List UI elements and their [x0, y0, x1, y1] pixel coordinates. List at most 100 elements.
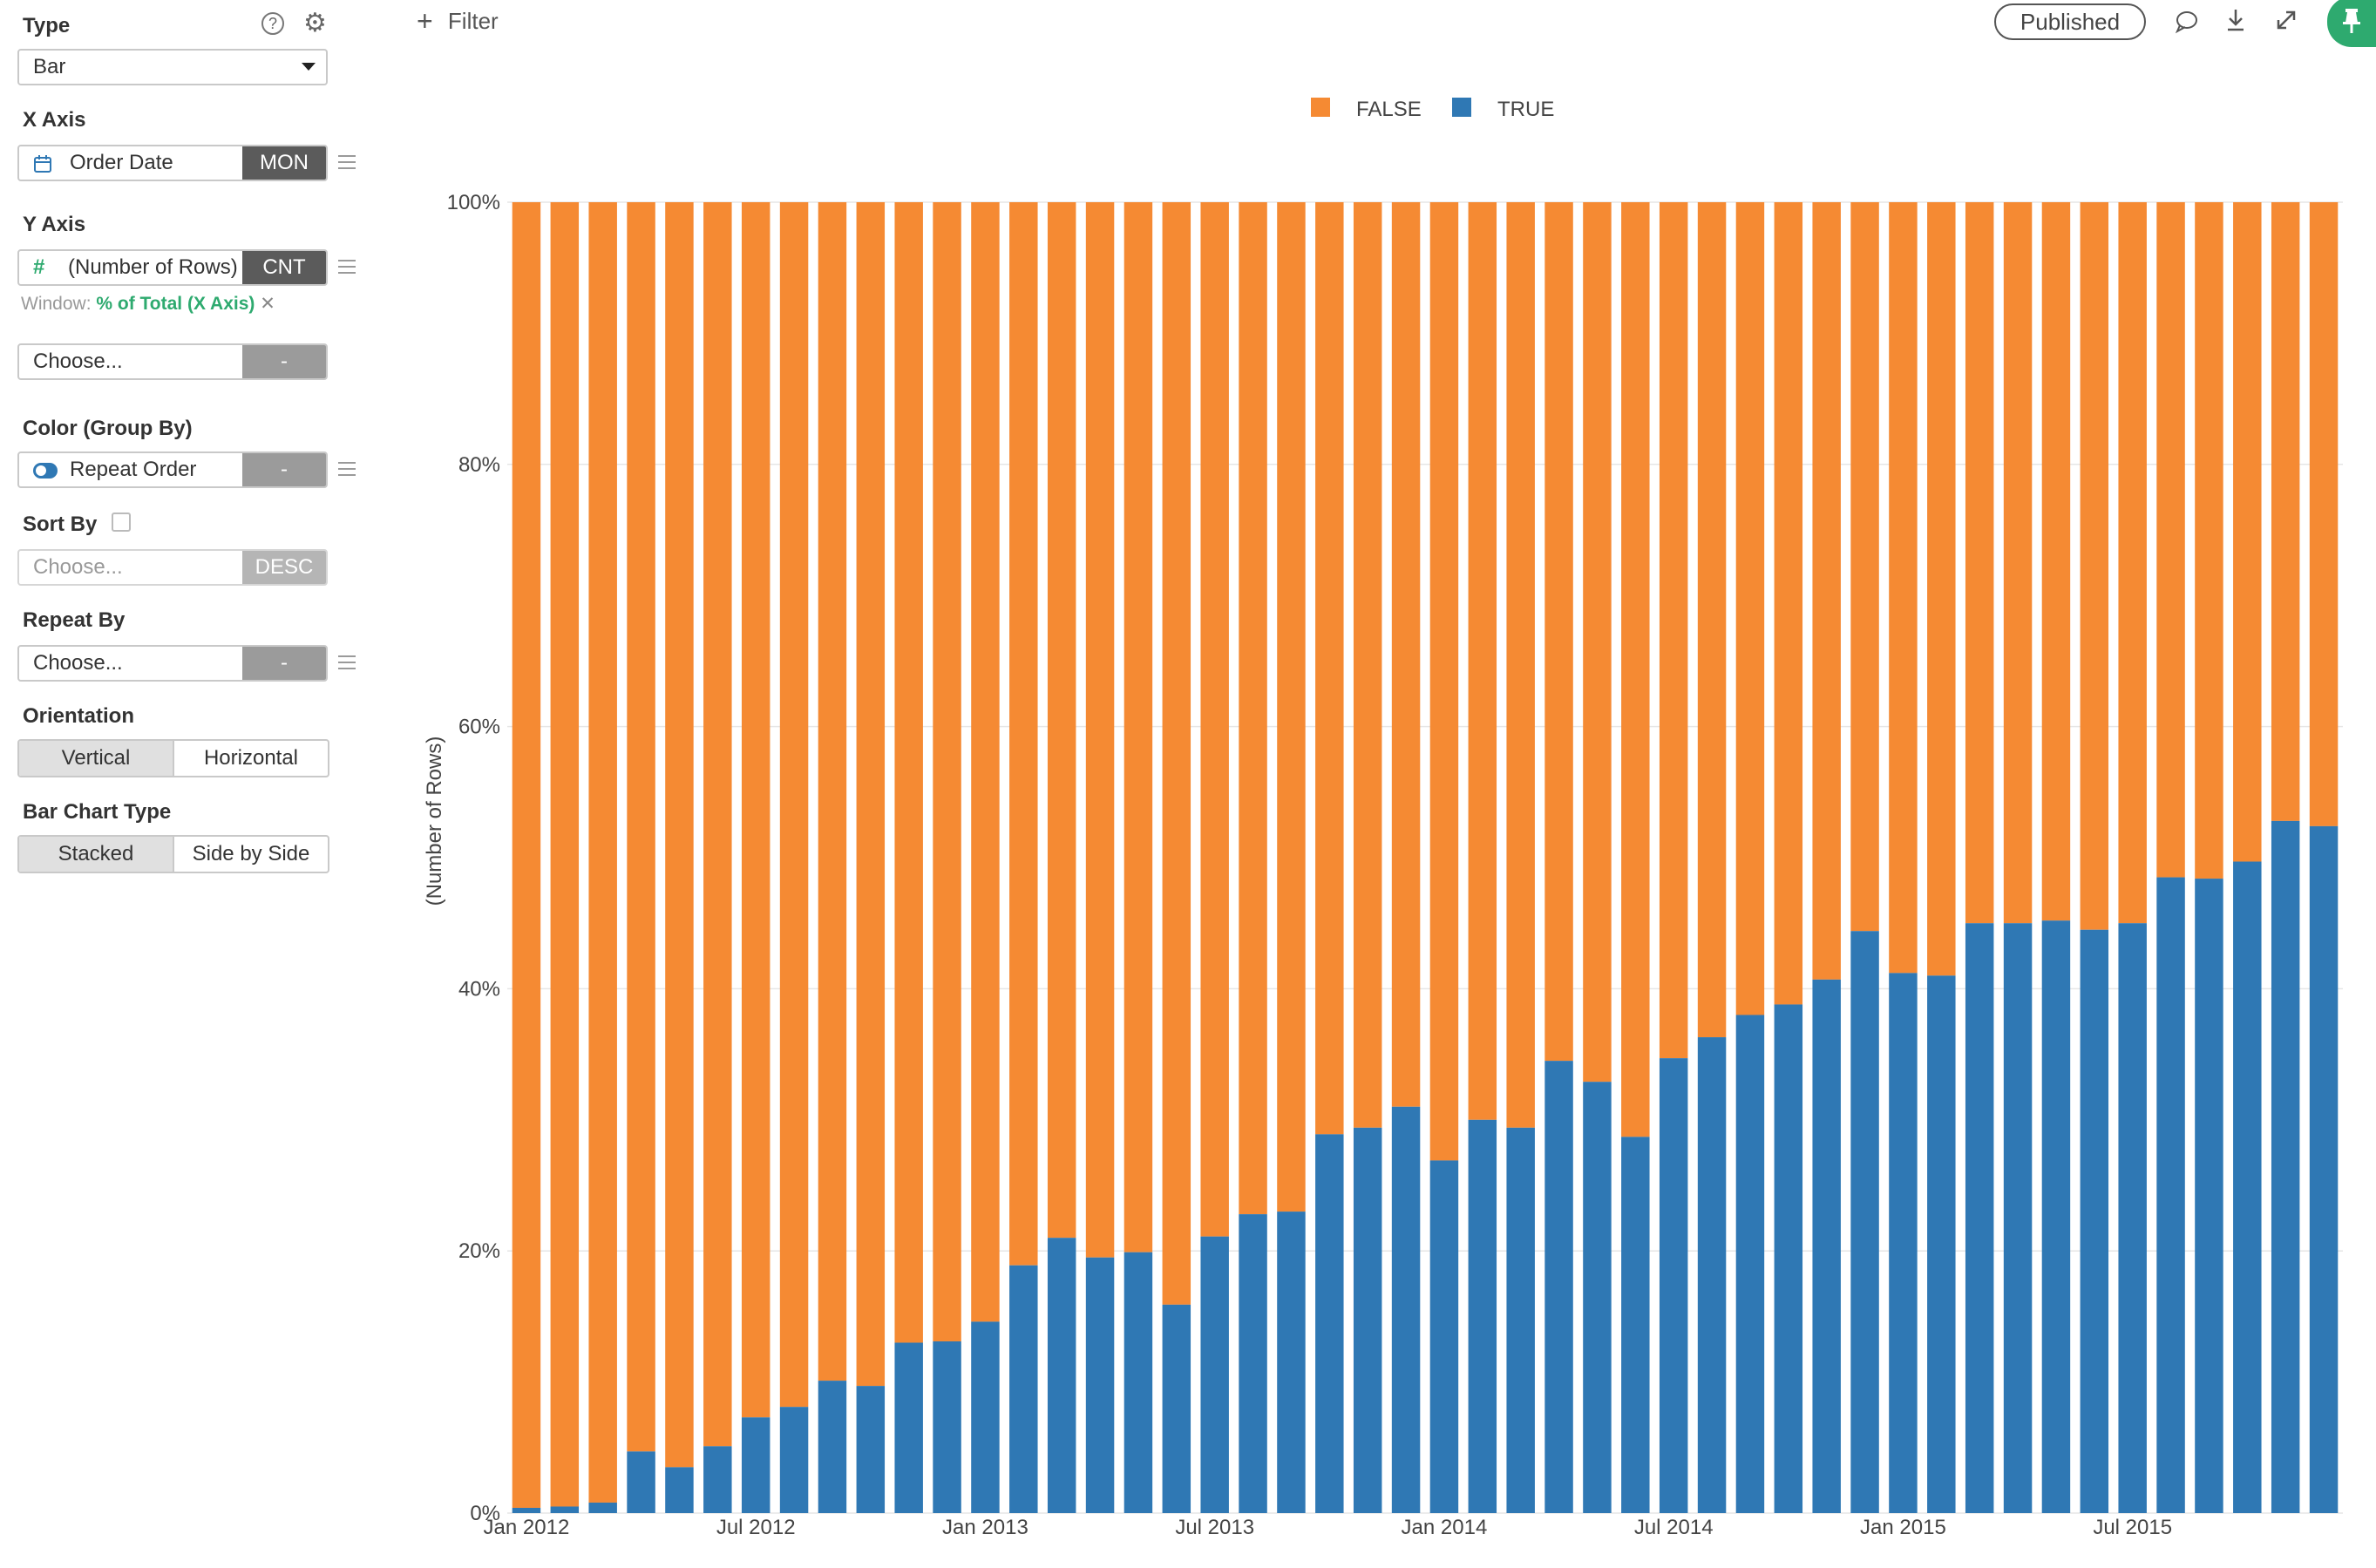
repeat-by-aggregation-button[interactable]: -: [242, 647, 326, 680]
bar-true[interactable]: [1429, 1160, 1459, 1513]
bar-true[interactable]: [2195, 879, 2223, 1513]
bar-false[interactable]: [2118, 202, 2147, 924]
bar-false[interactable]: [703, 202, 732, 1447]
bar-false[interactable]: [1583, 202, 1612, 1083]
bar-false[interactable]: [1239, 202, 1267, 1215]
add-filter-button[interactable]: + Filter: [417, 5, 499, 37]
help-icon[interactable]: ?: [261, 12, 284, 35]
bar-true[interactable]: [627, 1451, 655, 1513]
color-field[interactable]: Repeat Order -: [17, 451, 328, 488]
bar-false[interactable]: [1353, 202, 1382, 1128]
bar-false[interactable]: [1429, 202, 1459, 1161]
window-calc-link[interactable]: % of Total (X Axis): [96, 294, 255, 314]
bar-false[interactable]: [1621, 202, 1650, 1137]
bar-false[interactable]: [1544, 202, 1573, 1062]
bar-true[interactable]: [1965, 923, 1994, 1513]
bar-false[interactable]: [894, 202, 923, 1343]
bar-true[interactable]: [1927, 975, 1956, 1513]
bar-false[interactable]: [1315, 202, 1344, 1135]
bar-false[interactable]: [1391, 202, 1421, 1107]
bar-false[interactable]: [1277, 202, 1306, 1212]
bar-true[interactable]: [1506, 1127, 1535, 1513]
bar-false[interactable]: [2156, 202, 2185, 878]
bar-false[interactable]: [1200, 202, 1229, 1237]
y-axis-aggregation-button[interactable]: CNT: [242, 251, 326, 284]
bar-false[interactable]: [2233, 202, 2262, 862]
bar-true[interactable]: [856, 1386, 886, 1513]
bar-true[interactable]: [1162, 1304, 1191, 1513]
bar-true[interactable]: [1583, 1082, 1612, 1513]
published-button[interactable]: Published: [1994, 3, 2146, 40]
comment-icon[interactable]: [2174, 9, 2200, 35]
bar-true[interactable]: [1391, 1106, 1421, 1513]
gear-icon[interactable]: ⚙: [303, 9, 327, 37]
bar-true[interactable]: [894, 1342, 923, 1513]
x-axis-field[interactable]: Order Date MON: [17, 145, 328, 181]
bar-true[interactable]: [2156, 877, 2185, 1513]
bar-true[interactable]: [1239, 1214, 1267, 1513]
bar-true[interactable]: [1468, 1119, 1497, 1513]
bar-false[interactable]: [550, 202, 580, 1507]
bar-true[interactable]: [1009, 1265, 1038, 1513]
orientation-horizontal-button[interactable]: Horizontal: [173, 741, 328, 776]
remove-window-icon[interactable]: ✕: [260, 294, 275, 314]
bar-true[interactable]: [1277, 1212, 1306, 1513]
bar-true[interactable]: [1697, 1037, 1727, 1513]
bar-true[interactable]: [1735, 1015, 1765, 1513]
bar-true[interactable]: [779, 1407, 809, 1513]
y-axis-field[interactable]: # (Number of Rows) CNT: [17, 249, 328, 286]
bar-false[interactable]: [588, 202, 617, 1503]
color-aggregation-button[interactable]: -: [242, 453, 326, 486]
legend-label-false[interactable]: FALSE: [1356, 98, 1422, 121]
bar-false[interactable]: [933, 202, 961, 1341]
bar-true[interactable]: [588, 1502, 617, 1513]
bar-false[interactable]: [1889, 202, 1918, 974]
orientation-vertical-button[interactable]: Vertical: [19, 741, 173, 776]
bar-true[interactable]: [1659, 1058, 1688, 1513]
bar-type-stacked-button[interactable]: Stacked: [19, 837, 173, 872]
drag-handle-icon[interactable]: [338, 260, 356, 274]
bar-true[interactable]: [2233, 861, 2262, 1513]
legend-label-true[interactable]: TRUE: [1497, 98, 1554, 121]
bar-false[interactable]: [512, 202, 541, 1508]
bar-false[interactable]: [1697, 202, 1727, 1038]
bar-false[interactable]: [2271, 202, 2300, 821]
bar-true[interactable]: [818, 1381, 847, 1513]
bar-true[interactable]: [1200, 1236, 1229, 1513]
bar-false[interactable]: [1774, 202, 1803, 1005]
bar-true[interactable]: [1774, 1004, 1803, 1513]
drag-handle-icon[interactable]: [338, 655, 356, 669]
bar-false[interactable]: [1506, 202, 1535, 1128]
repeat-by-field[interactable]: Choose... -: [17, 645, 328, 682]
drag-handle-icon[interactable]: [338, 155, 356, 169]
drag-handle-icon[interactable]: [338, 462, 356, 476]
bar-true[interactable]: [665, 1467, 694, 1513]
bar-false[interactable]: [1927, 202, 1956, 976]
pin-button[interactable]: [2327, 0, 2376, 47]
bar-true[interactable]: [971, 1321, 1000, 1513]
bar-false[interactable]: [1850, 202, 1879, 932]
bar-true[interactable]: [933, 1341, 961, 1513]
bar-false[interactable]: [2003, 202, 2033, 924]
bar-false[interactable]: [779, 202, 809, 1408]
bar-false[interactable]: [665, 202, 694, 1468]
bar-false[interactable]: [856, 202, 886, 1387]
bar-false[interactable]: [1812, 202, 1841, 980]
bar-false[interactable]: [971, 202, 1000, 1322]
bar-true[interactable]: [1812, 979, 1841, 1513]
download-icon[interactable]: [2223, 7, 2249, 33]
bar-true[interactable]: [1889, 973, 1918, 1513]
bar-true[interactable]: [1353, 1127, 1382, 1513]
bar-false[interactable]: [741, 202, 771, 1418]
bar-false[interactable]: [1735, 202, 1765, 1015]
bar-false[interactable]: [1965, 202, 1994, 924]
bar-true[interactable]: [1621, 1137, 1650, 1513]
bar-false[interactable]: [1009, 202, 1038, 1266]
bar-true[interactable]: [2309, 825, 2339, 1513]
bar-false[interactable]: [1047, 202, 1076, 1239]
bar-false[interactable]: [1659, 202, 1688, 1059]
bar-type-side-by-side-button[interactable]: Side by Side: [173, 837, 328, 872]
bar-true[interactable]: [2118, 923, 2147, 1513]
sort-by-field[interactable]: Choose... DESC: [17, 549, 328, 586]
bar-true[interactable]: [741, 1417, 771, 1513]
